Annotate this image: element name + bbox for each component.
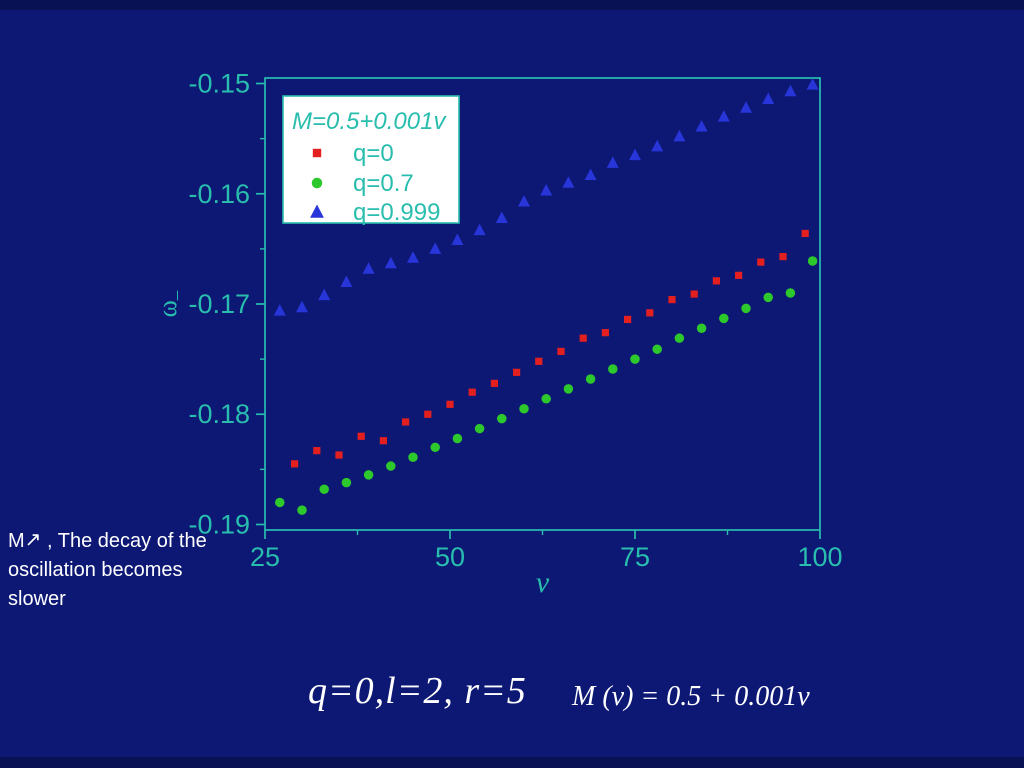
up-right-arrow-icon: ↗ — [24, 529, 42, 551]
svg-text:-0.17: -0.17 — [188, 289, 250, 319]
svg-text:v: v — [536, 566, 550, 599]
svg-text:-0.18: -0.18 — [188, 399, 250, 429]
mass-function-formula: M (v) = 0.5 + 0.001v — [572, 681, 810, 712]
note-line-2: oscillation becomes — [8, 559, 183, 581]
note-line-3: slower — [8, 588, 66, 610]
svg-text:50: 50 — [435, 542, 465, 572]
svg-text:q=0: q=0 — [353, 140, 394, 167]
svg-text:q=0.999: q=0.999 — [353, 199, 440, 226]
svg-text:75: 75 — [620, 542, 650, 572]
svg-text:M=0.5+0.001v: M=0.5+0.001v — [292, 108, 447, 135]
note-line-1-text: , The decay of the — [41, 530, 207, 552]
parameter-caption: q=0,l=2, r=5 — [308, 670, 527, 712]
top-border-strip — [0, 0, 1024, 10]
bottom-border-strip — [0, 757, 1024, 768]
svg-text:-0.15: -0.15 — [188, 69, 250, 99]
svg-text:ω–: ω– — [153, 290, 187, 317]
note-line-1: M↗ , The decay of the — [8, 527, 207, 556]
svg-text:-0.16: -0.16 — [188, 179, 250, 209]
svg-text:25: 25 — [250, 542, 280, 572]
svg-text:100: 100 — [797, 542, 842, 572]
svg-text:q=0.7: q=0.7 — [353, 170, 414, 197]
decay-note: M↗ , The decay of the oscillation become… — [8, 527, 207, 614]
note-m-label: M — [8, 530, 25, 552]
